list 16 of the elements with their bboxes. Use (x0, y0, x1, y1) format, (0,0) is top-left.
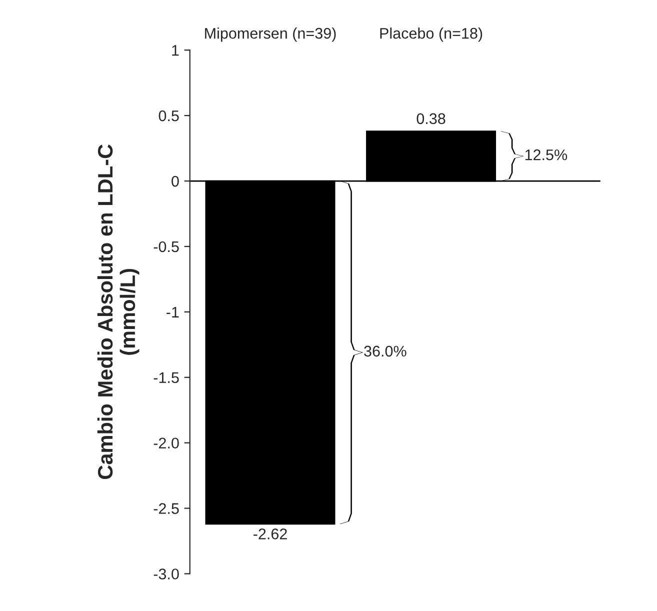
y-tick-label: -0.5 (154, 241, 179, 252)
y-tick-label: -1 (166, 306, 179, 318)
data-label: 0.38 (416, 113, 446, 124)
annotation: 36.0% (364, 346, 406, 357)
y-tick-label: -3.0 (154, 568, 179, 580)
y-tick-label: 0.5 (158, 110, 179, 122)
x-tick-label: Mipomersen (n=39) (205, 28, 336, 42)
annotation: 12.5% (525, 149, 568, 160)
y-tick-label: -2.5 (154, 503, 179, 514)
y-tick-label: 1 (172, 45, 179, 56)
y-tick-label: 0 (172, 176, 179, 187)
y-axis-title: Cambio Medio Absoluto en LDL-C (mmol/L) (97, 144, 140, 480)
data-label: -2.62 (254, 528, 287, 540)
y-tick-label: -1.5 (154, 372, 179, 384)
y-tick-label: -2.0 (154, 438, 179, 449)
x-tick-label: Placebo (n=18) (380, 28, 482, 42)
